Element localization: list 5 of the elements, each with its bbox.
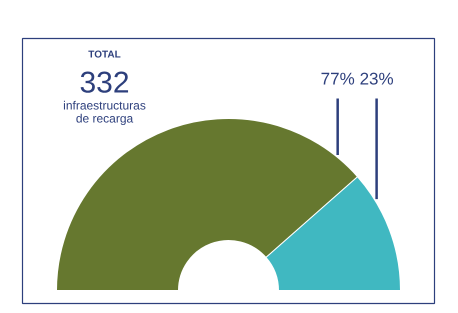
text: infraestructuras de recarga <box>63 98 146 126</box>
data-label: 77% <box>320 70 355 88</box>
data-label: 23% <box>360 70 394 88</box>
text: TOTAL <box>88 50 121 60</box>
text: 332 <box>79 66 130 100</box>
